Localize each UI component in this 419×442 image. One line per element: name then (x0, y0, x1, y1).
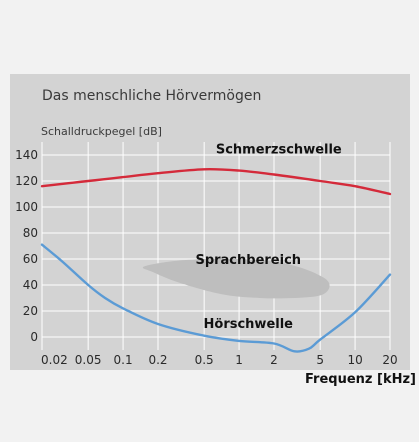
y-tick-100: 100 (15, 200, 38, 214)
y-tick-140: 140 (15, 148, 38, 162)
chart-card: Das menschliche Hörvermögen Schalldruckp… (10, 74, 410, 370)
annotations: Schmerzschwelle Sprachbereich Hörschwelle (195, 143, 341, 332)
x-tick-10: 10 (347, 353, 362, 367)
y-tick-60: 60 (23, 252, 38, 266)
x-tick-0-02: 0.02 (41, 353, 68, 367)
x-tick-0-2: 0.2 (148, 353, 167, 367)
y-tick-20: 20 (23, 304, 38, 318)
y-axis-label: Schalldruckpegel [dB] (41, 125, 162, 138)
x-tick-0-05: 0.05 (75, 353, 102, 367)
series-line-schmerzschwelle (40, 168, 392, 196)
x-tick-0-5: 0.5 (195, 353, 214, 367)
x-axis-label: Frequenz [kHz] (305, 372, 416, 387)
chart-title: Das menschliche Hörvermögen (42, 88, 261, 104)
x-tick-0-1: 0.1 (114, 353, 133, 367)
hearing-chart: Das menschliche Hörvermögen Schalldruckp… (15, 88, 398, 367)
speech-region-shape (142, 258, 330, 299)
y-tick-120: 120 (15, 174, 38, 188)
x-tick-20: 20 (382, 353, 397, 367)
annotation-hoerschwelle: Hörschwelle (204, 317, 294, 332)
x-tick-2: 2 (270, 353, 278, 367)
series-line-hoerschwelle (40, 243, 392, 353)
y-tick-0: 0 (30, 330, 38, 344)
speech-region (142, 258, 330, 299)
series-layer (40, 168, 392, 353)
annotation-sprachbereich: Sprachbereich (195, 253, 301, 268)
y-tick-80: 80 (23, 226, 38, 240)
x-tick-5: 5 (316, 353, 324, 367)
y-ticks: 0 20 40 60 80 100 120 140 (15, 148, 38, 344)
y-tick-40: 40 (23, 278, 38, 292)
x-tick-1: 1 (235, 353, 243, 367)
x-ticks: 0.02 0.05 0.1 0.2 0.5 1 2 5 10 20 (41, 353, 398, 367)
annotation-schmerzschwelle: Schmerzschwelle (216, 143, 342, 158)
